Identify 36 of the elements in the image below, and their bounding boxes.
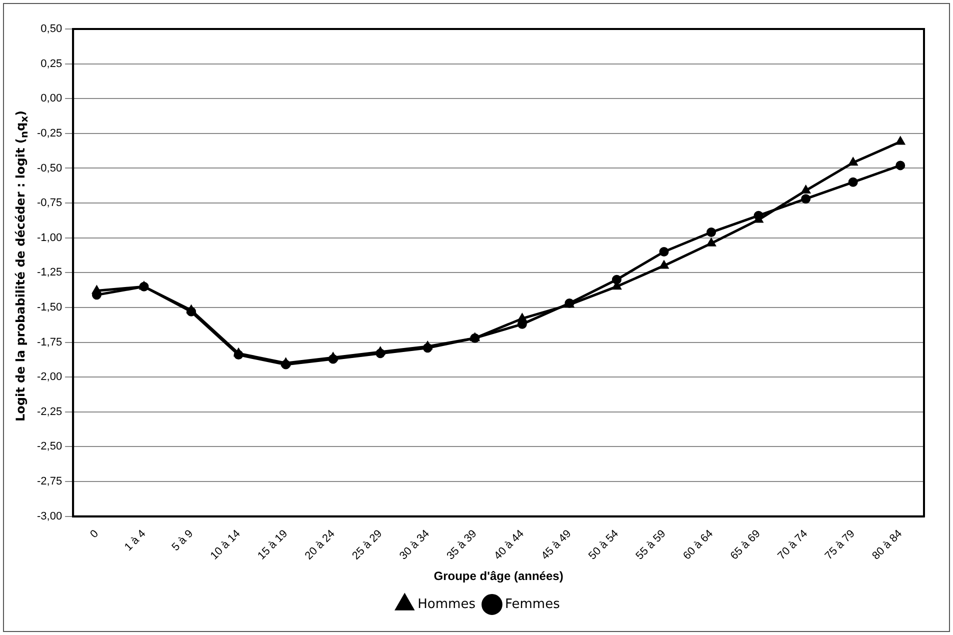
y-tick-label: -1,50 xyxy=(36,301,62,314)
y-tick-label: -0,50 xyxy=(36,162,62,174)
x-tick-label: 35 à 39 xyxy=(444,528,480,562)
x-tick-label: 25 à 29 xyxy=(350,528,385,562)
x-tick-label: 75 à 79 xyxy=(822,528,858,562)
x-tick-label: 55 à 59 xyxy=(634,528,668,562)
x-tick-label: 40 à 44 xyxy=(492,528,526,562)
x-tick-label: 15 à 19 xyxy=(256,528,290,562)
x-tick-label: 10 à 14 xyxy=(208,528,243,562)
x-tick-label: 45 à 49 xyxy=(539,528,574,562)
y-tick-label: -2,75 xyxy=(36,476,62,488)
x-tick-label: 65 à 69 xyxy=(728,528,763,562)
y-tick-label: -3,00 xyxy=(36,510,62,522)
legend-label: Femmes xyxy=(504,596,560,612)
x-tick-label: 30 à 34 xyxy=(397,528,432,562)
y-tick-label: -2,00 xyxy=(36,371,62,384)
x-tick-label: 70 à 74 xyxy=(776,528,810,562)
y-tick-label: -0,75 xyxy=(36,197,62,210)
y-tick-label: -1,25 xyxy=(36,266,62,279)
y-tick-label: 0,00 xyxy=(40,92,62,105)
x-tick-label: 80 à 84 xyxy=(870,528,905,562)
x-tick-label: 50 à 54 xyxy=(586,528,621,562)
y-tick-label: -2,50 xyxy=(36,440,62,453)
x-tick-label: 0 xyxy=(88,528,101,541)
x-tick-label: 20 à 24 xyxy=(302,528,338,562)
y-tick-label: -2,25 xyxy=(36,406,62,418)
x-axis-title: Groupe d'âge (années) xyxy=(434,569,564,584)
x-tick-label: 1 à 4 xyxy=(122,528,148,554)
x-tick-label: 5 à 9 xyxy=(170,528,196,554)
x-tick-label: 60 à 64 xyxy=(681,528,716,562)
y-tick-label: -0,25 xyxy=(36,127,62,140)
legend-label: Hommes xyxy=(418,596,476,612)
y-tick-label: 0,50 xyxy=(40,23,62,36)
y-tick-label: -1,00 xyxy=(36,232,62,244)
y-tick-label: -1,75 xyxy=(36,336,62,348)
y-tick-label: 0,25 xyxy=(40,58,62,70)
